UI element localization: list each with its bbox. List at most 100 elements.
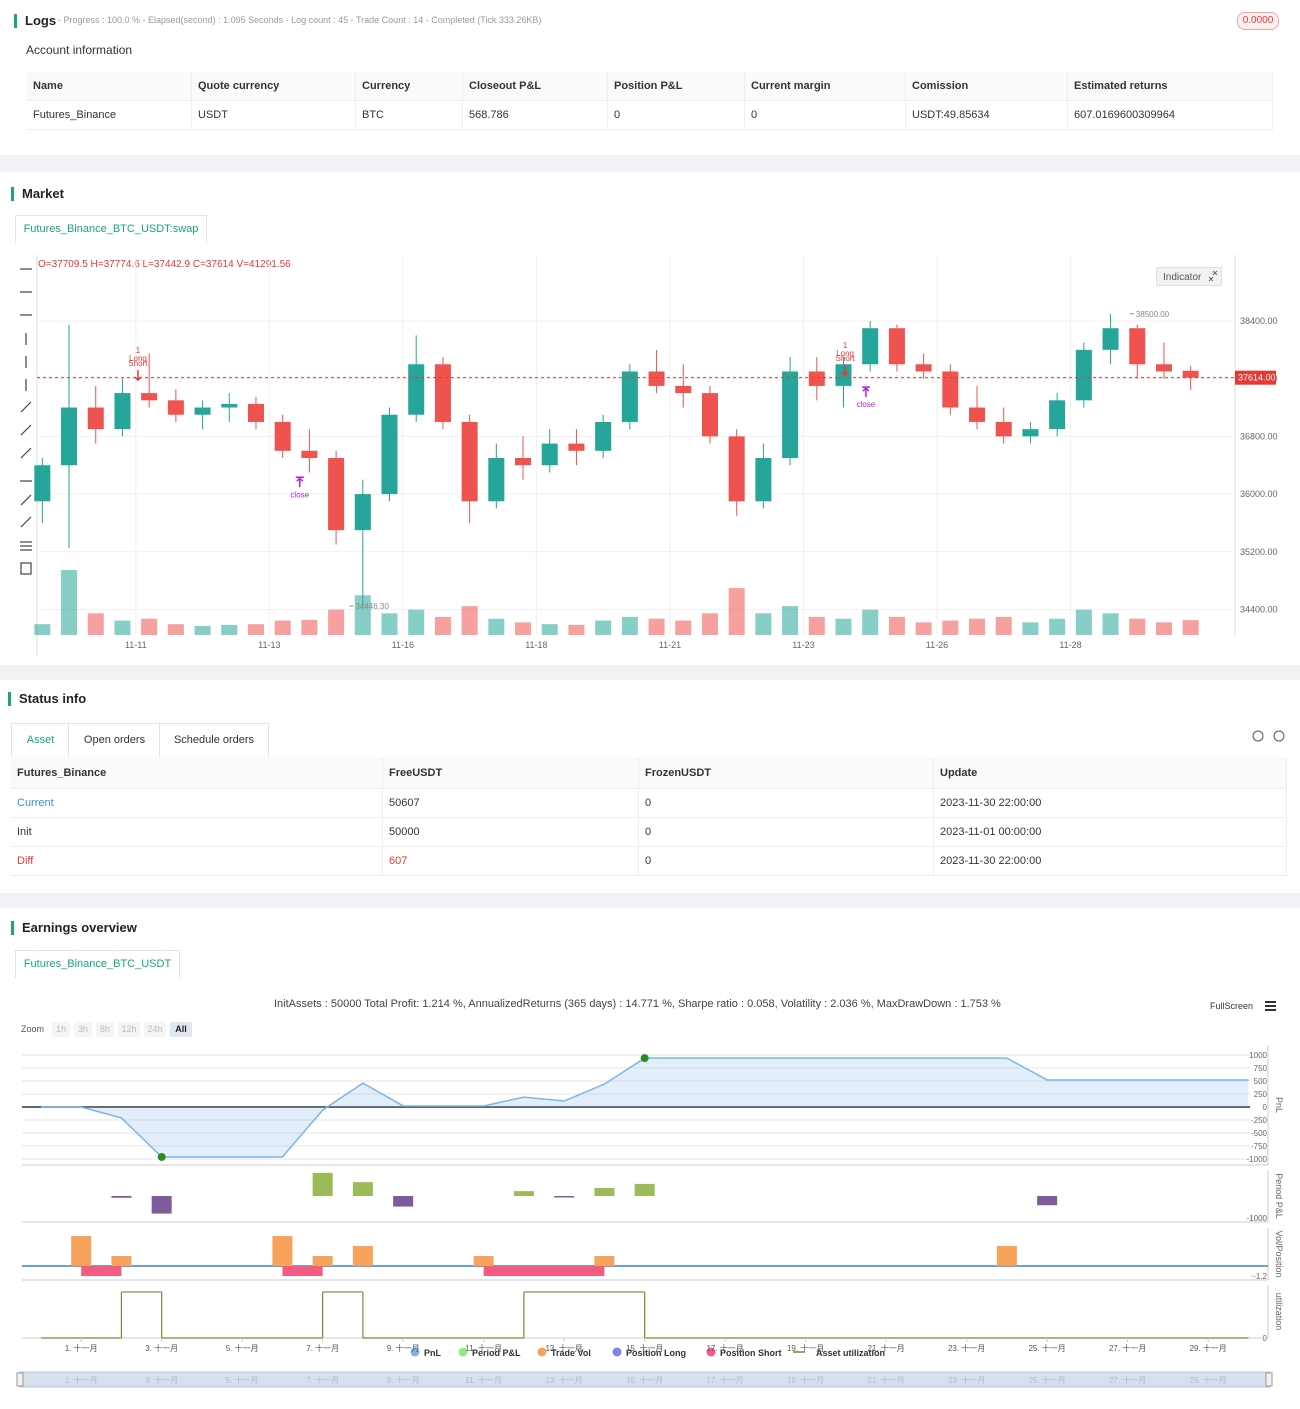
y-tick-label: 1000 [1249,1051,1267,1060]
candle-body [167,400,184,415]
table-header: Position P&L [608,72,745,101]
zoom-label: Zoom [21,1024,45,1034]
y-tick-label: 250 [1254,1090,1268,1099]
volume-bar [568,624,585,635]
candle-body [728,436,745,502]
candle-body [835,364,852,386]
position-bar [81,1266,122,1276]
close-label: close [290,490,309,499]
volume-bar [301,619,318,635]
candle-body [434,364,451,422]
candle-body [1102,328,1119,350]
navigator-label: 15. 十一月 [626,1375,663,1385]
navigator-handle[interactable] [16,1372,24,1387]
volume-bar [862,609,879,635]
table-cell: 0 [745,101,906,130]
signal-arrow [134,370,142,382]
legend-label[interactable]: Position Long [626,1348,686,1358]
area-fill [40,1058,1249,1157]
legend-label[interactable]: Asset utilization [816,1348,885,1358]
zoom-button[interactable]: 3h [74,1022,92,1037]
bar [352,1246,373,1266]
zoom-button[interactable]: 12h [118,1022,140,1037]
volume-bar [942,620,959,635]
volume-bar [381,613,398,635]
legend-label[interactable]: Period P&L [472,1348,521,1358]
candle-body [862,328,879,365]
candle-body [408,364,425,415]
candle-body [1022,429,1039,437]
progress: - Progress : 100.0 % - Elapsed(second) :… [58,15,542,25]
table-cell: 2023-11-30 22:00:00 [934,789,1287,818]
candle-body [194,407,211,415]
legend-symbol [612,1347,622,1357]
x-tick-label: 15. 十一月 [626,1343,663,1353]
volume-bar [835,618,852,635]
x-tick-label: 11-26 [926,640,948,650]
bar [513,1191,534,1196]
pnl-line [40,1057,1249,1158]
close-label: close [857,400,876,409]
table-cell: 2023-11-30 22:00:00 [934,847,1287,876]
menu-icon[interactable] [1265,1001,1276,1011]
legend-label[interactable]: Position Short [720,1348,782,1358]
tab[interactable]: Schedule orders [159,723,269,756]
x-tick-label: 19. 十一月 [787,1343,824,1353]
zoom-button[interactable]: All [170,1022,192,1037]
table-header: Current margin [745,72,906,101]
bar [594,1256,615,1266]
volume-bar [595,620,612,635]
legend-symbol [537,1347,547,1357]
navigator-handle[interactable] [1265,1372,1273,1387]
tab[interactable]: Asset [11,723,70,756]
y-tick-label: 36000.00 [1240,489,1278,499]
volume-bar [274,620,291,635]
zoom-button[interactable]: 24h [144,1022,166,1037]
bar [272,1236,293,1266]
candle-body [515,458,532,466]
table-cell: 607 [383,847,639,876]
legend-label[interactable]: Trade Vol [551,1348,591,1358]
candle-body [114,393,131,430]
tab[interactable]: Futures_Binance_BTC_USDT [15,950,180,978]
cloud-icon[interactable] [1252,730,1264,742]
bar [312,1256,333,1266]
volume-bar [888,616,905,635]
table-cell: USDT:49.85634 [906,101,1068,130]
candle-body [648,371,665,386]
navigator[interactable] [19,1371,1271,1388]
volume-bar [221,624,238,635]
table-header: Update [934,757,1287,789]
volume-bar [247,624,264,635]
position-bar [282,1266,323,1276]
settings-icon[interactable] [1273,730,1285,742]
volume-bar [61,570,78,635]
candle-body [595,421,612,451]
table-cell: Diff [11,847,383,876]
tab[interactable]: Open orders [68,723,161,756]
badge: 0.0000 [1237,12,1279,30]
candle-body [675,385,692,394]
fullscreen[interactable]: FullScreen [1210,1001,1254,1011]
y-tick-label: 750 [1254,1064,1268,1073]
indicator-button[interactable]: Indicator [1156,267,1222,286]
table-header: Currency [356,72,463,101]
candle-body [301,450,318,459]
table-header: FrozenUSDT [639,757,934,789]
y-axis-title: PnL [1274,1097,1284,1113]
zoom-button[interactable]: 1h [52,1022,70,1037]
x-tick-label: 11-16 [392,640,414,650]
candle-body [381,414,398,495]
volume-bar [408,609,425,635]
y-tick-label: 36800.00 [1240,431,1278,441]
signal-label: Long [836,349,854,358]
zoom-button[interactable]: 8h [96,1022,114,1037]
volume-bar [755,613,772,635]
y-tick-label: -1000 [1247,1214,1268,1223]
navigator-label: 3. 十一月 [145,1375,178,1385]
tab[interactable]: Futures_Binance_BTC_USDT:swap [15,215,207,243]
legend-label[interactable]: PnL [424,1348,442,1358]
table-header: Closeout P&L [463,72,608,101]
volume-bar [782,606,799,635]
navigator-label: 23. 十一月 [948,1375,985,1385]
